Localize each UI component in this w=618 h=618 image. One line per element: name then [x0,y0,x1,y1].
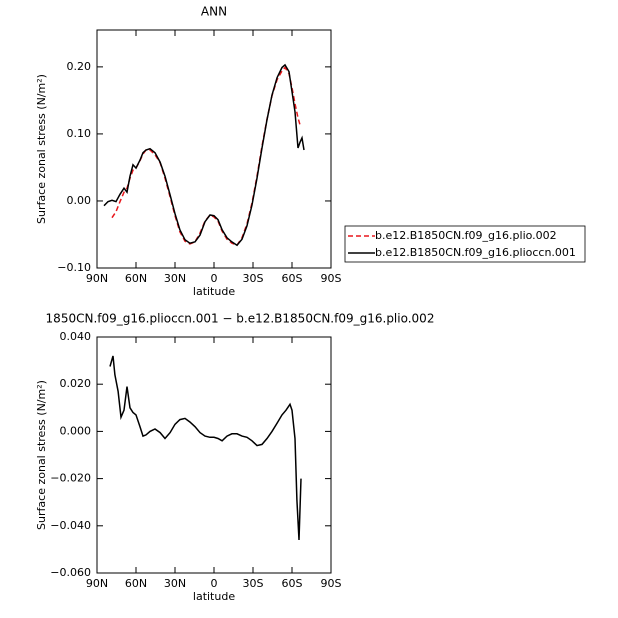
y-tick-label: 0.10 [67,127,92,140]
x-tick-label: 90N [86,272,108,285]
x-tick-label: 30S [243,272,264,285]
x-tick-label: 60N [125,577,147,590]
x-axis-label: latitude [193,285,235,298]
chart-title: ANN [201,5,227,19]
y-tick-label: 0.040 [60,330,92,343]
series-line [109,355,302,541]
y-tick-label: 0.20 [67,60,92,73]
legend-box [344,225,586,263]
y-tick-label: −0.040 [50,519,91,532]
y-axis-label: Surface zonal stress (N/m²) [35,380,48,530]
x-tick-label: 30S [243,577,264,590]
x-tick-label: 30N [164,272,186,285]
y-tick-label: −0.10 [57,261,91,274]
chart-title: 1850CN.f09_g16.plioccn.001 − b.e12.B1850… [46,312,435,326]
y-tick-label: 0.000 [60,424,92,437]
y-tick-label: 0.020 [60,377,92,390]
legend-label: b.e12.B1850CN.f09_g16.plio.002 [375,229,557,242]
x-tick-label: 90S [321,272,342,285]
y-tick-label: 0.00 [67,194,92,207]
x-axis-label: latitude [193,590,235,603]
x-tick-label: 30N [164,577,186,590]
x-tick-label: 90N [86,577,108,590]
y-axis-label: Surface zonal stress (N/m²) [35,74,48,224]
x-tick-label: 0 [211,577,218,590]
legend-label: b.e12.B1850CN.f09_g16.plioccn.001 [375,246,576,259]
x-tick-label: 90S [321,577,342,590]
series-line [103,63,305,247]
y-tick-label: −0.060 [50,566,91,579]
plot-frame [96,29,332,269]
x-tick-label: 60S [282,577,303,590]
x-tick-label: 0 [211,272,218,285]
x-tick-label: 60N [125,272,147,285]
x-tick-label: 60S [282,272,303,285]
y-tick-label: −0.020 [50,472,91,485]
